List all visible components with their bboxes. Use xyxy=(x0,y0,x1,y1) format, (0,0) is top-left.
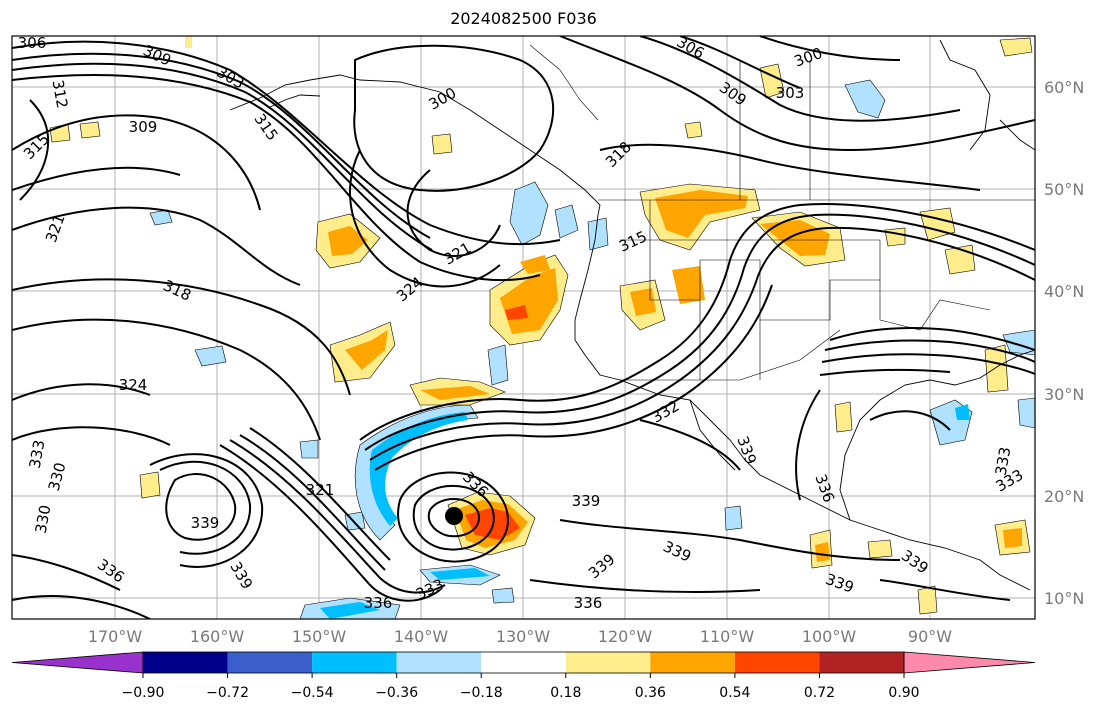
colorbar-tick-label: −0.18 xyxy=(460,685,503,701)
longitude-label: 90°W xyxy=(908,627,952,646)
longitude-label: 120°W xyxy=(598,627,653,646)
contour-label: 324 xyxy=(119,376,148,394)
longitude-label: 130°W xyxy=(496,627,551,646)
state-borders xyxy=(529,44,1035,381)
contour-label: 333 xyxy=(992,445,1015,476)
colorbar-bin xyxy=(650,652,735,673)
map-title: 2024082500 F036 xyxy=(450,9,597,28)
colorbar-tick-label: −0.54 xyxy=(291,685,334,701)
contour-label: 330 xyxy=(32,503,55,534)
colorbar-tick-label: 0.90 xyxy=(888,685,919,701)
longitude-label: 150°W xyxy=(292,627,347,646)
colorbar-bin xyxy=(396,652,482,673)
colorbar: −0.90 −0.72 −0.54 −0.36 −0.18 0.18 0.36 0.54 0.7… xyxy=(11,651,1036,701)
latitude-label: 10°N xyxy=(1044,589,1084,608)
colorbar-outline xyxy=(142,651,905,674)
latitude-labels: 60°N 50°N 40°N 30°N 20°N 10°N xyxy=(1044,78,1084,608)
longitude-label: 170°W xyxy=(88,627,143,646)
contour-label: 312 xyxy=(49,78,72,109)
colorbar-tick-label: 0.72 xyxy=(804,685,835,701)
map-frame xyxy=(11,35,1036,620)
colorbar-bin xyxy=(227,652,313,673)
colorbar-tick-label: 0.36 xyxy=(635,685,666,701)
latitude-label: 20°N xyxy=(1044,487,1084,506)
colorbar-bin xyxy=(143,652,228,673)
contour-label: 339 xyxy=(572,492,601,510)
contour-label: 306 xyxy=(18,34,47,52)
contour-label: 321 xyxy=(306,481,335,499)
colorbar-tick-label: −0.72 xyxy=(206,685,249,701)
colorbar-tick-label: 0.54 xyxy=(719,685,750,701)
colorbar-bin xyxy=(565,652,651,673)
longitude-label: 100°W xyxy=(802,627,857,646)
contour-lines xyxy=(12,36,1035,619)
contour-label: 339 xyxy=(191,514,220,532)
colorbar-bin xyxy=(734,652,820,673)
colorbar-max-extension xyxy=(903,651,1036,674)
contour-label: 303 xyxy=(776,84,805,102)
longitude-label: 110°W xyxy=(700,627,755,646)
colorbar-tick-label: −0.36 xyxy=(375,685,418,701)
colorbar-min-extension xyxy=(11,651,144,674)
contour-label: 336 xyxy=(364,594,393,612)
latitude-label: 40°N xyxy=(1044,282,1084,301)
latitude-label: 50°N xyxy=(1044,180,1084,199)
colorbar-bin xyxy=(481,652,566,673)
colorbar-tick-label: 0.18 xyxy=(550,685,581,701)
longitude-label: 140°W xyxy=(394,627,449,646)
colorbar-tick-label: −0.90 xyxy=(122,685,165,701)
cyclone-center-marker xyxy=(445,507,463,525)
colorbar-bin xyxy=(312,652,397,673)
contour-label: 309 xyxy=(129,118,158,136)
contour-label: 336 xyxy=(574,594,603,612)
latitude-label: 60°N xyxy=(1044,78,1084,97)
longitude-labels: 170°W 160°W 150°W 140°W 130°W 120°W 110°W 100°W… xyxy=(88,627,952,646)
colorbar-bin xyxy=(819,652,904,673)
longitude-label: 160°W xyxy=(190,627,245,646)
contour-label: 333 xyxy=(26,438,49,469)
latitude-label: 30°N xyxy=(1044,385,1084,404)
